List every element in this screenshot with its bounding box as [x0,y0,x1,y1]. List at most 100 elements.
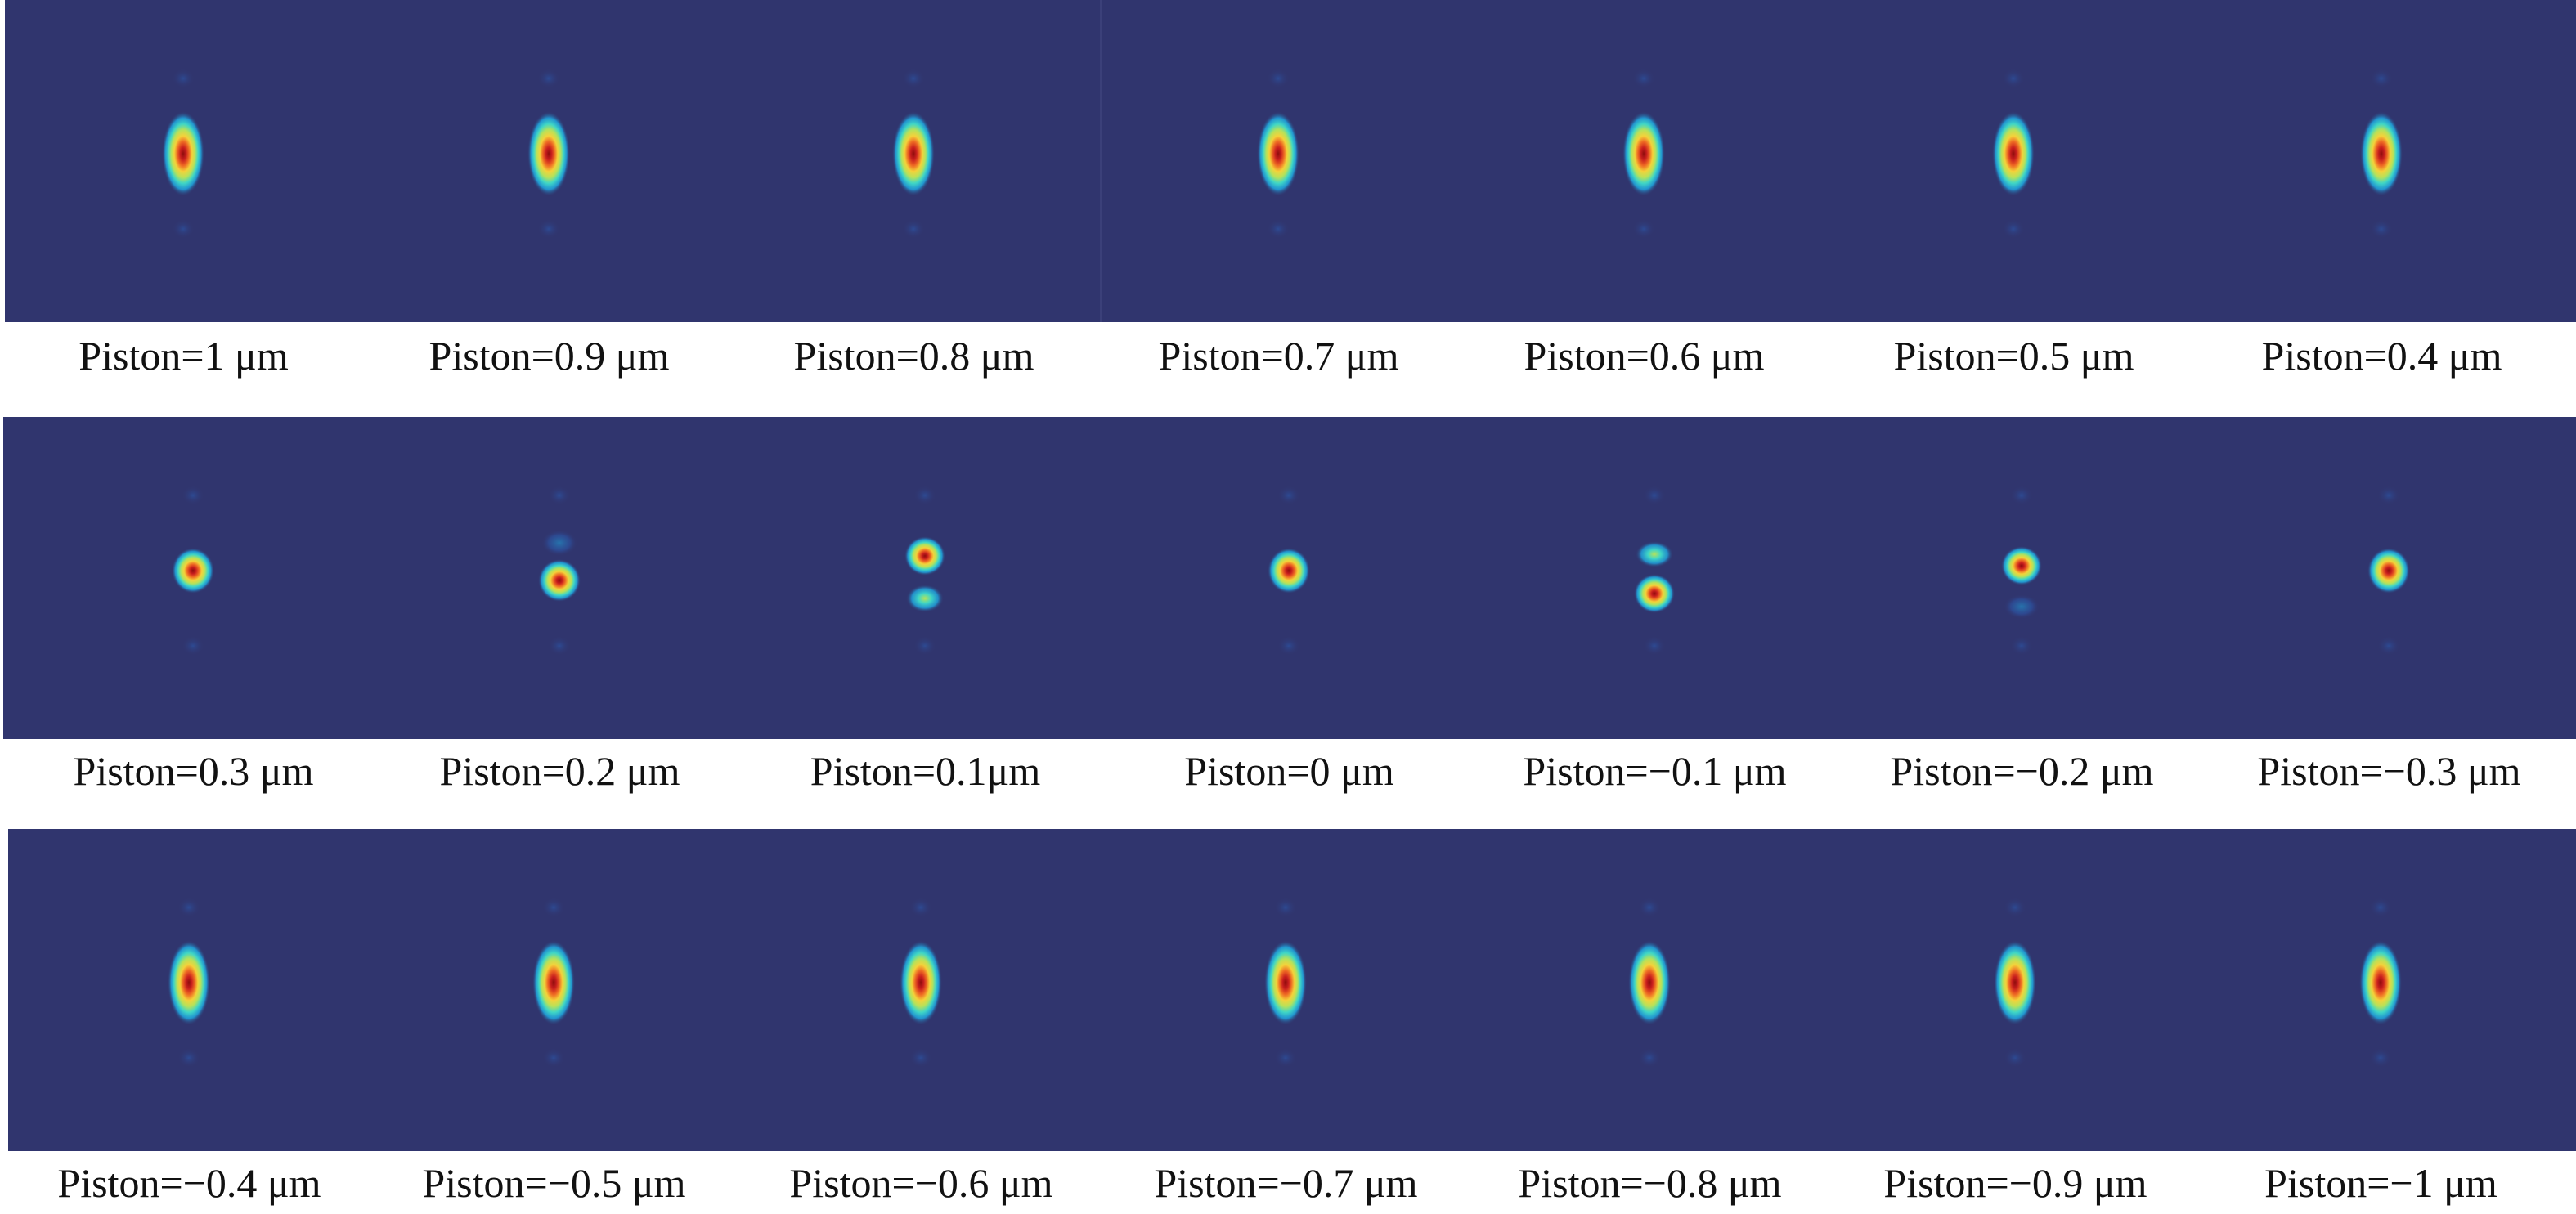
side-lobe [1643,486,1666,505]
psf-panel [366,0,733,322]
psf-panel [370,829,738,1151]
side-lobe [1267,219,1290,239]
psf-main-spot [2367,548,2410,594]
psf-secondary-lobe [906,585,944,612]
psf-intensity-map [1628,898,1671,1068]
side-lobe [2010,636,2033,656]
side-lobe [913,486,936,505]
side-lobe [537,219,560,239]
piston-label: Piston=−0.6 μm [789,1160,1053,1206]
psf-main-spot [1634,574,1675,613]
piston-label: Piston=−0.5 μm [422,1160,686,1206]
piston-label: Piston=0.4 μm [2261,333,2502,379]
psf-panel [2197,829,2565,1151]
psf-secondary-lobe [541,530,577,556]
label-row-2: Piston=0.3 μm Piston=0.2 μm Piston=0.1μm Pi… [0,742,2576,800]
piston-label: Piston=−0.8 μm [1518,1160,1782,1206]
psf-panel [8,829,373,1151]
psf-main-spot [168,940,210,1025]
psf-intensity-map [168,898,210,1068]
side-lobe [1274,1048,1297,1068]
side-lobe [542,1048,565,1068]
side-lobe [2370,69,2393,88]
psf-main-spot [2001,546,2042,585]
piston-label: Piston=0.3 μm [73,748,314,794]
label-row-1: Piston=1 μm Piston=0.9 μm Piston=0.8 μm Pis… [0,327,2576,384]
psf-main-spot [538,559,581,602]
psf-main-spot [900,940,942,1025]
piston-label: Piston=−0.9 μm [1883,1160,2147,1206]
side-lobe [182,636,204,656]
side-lobe [2004,1048,2026,1068]
side-lobe [1277,486,1300,505]
psf-intensity-map [538,486,581,656]
psf-main-spot [1268,548,1310,594]
psf-panel [2198,0,2565,322]
image-row-1 [5,0,2576,322]
psf-main-spot [172,548,214,594]
psf-secondary-lobe [2004,594,2040,619]
psf-panel [738,829,1105,1151]
side-lobe [909,898,932,917]
psf-panel [10,417,377,739]
psf-intensity-map [2360,69,2403,239]
psf-intensity-map [1268,486,1310,656]
side-lobe [1267,69,1290,88]
psf-panel [1832,829,2199,1151]
psf-main-spot [904,536,945,576]
piston-label: Piston=−1 μm [2264,1160,2497,1206]
side-lobe [548,636,571,656]
piston-label: Piston=0.8 μm [793,333,1034,379]
psf-panel [5,0,367,322]
psf-intensity-map [2001,486,2042,656]
psf-intensity-map [904,486,945,656]
psf-intensity-map [1264,898,1307,1068]
psf-panel [1471,417,1838,739]
side-lobe [172,219,195,239]
panel-seam [1100,0,1102,322]
piston-label: Piston=−0.7 μm [1154,1160,1418,1206]
side-lobe [548,486,571,505]
side-lobe [2010,486,2033,505]
side-lobe [1274,898,1297,917]
side-lobe [902,69,925,88]
psf-panel [1095,0,1462,322]
psf-panel [1830,0,2197,322]
psf-intensity-map [1992,69,2035,239]
piston-label: Piston=−0.3 μm [2257,748,2521,794]
psf-main-spot [1264,940,1307,1025]
psf-main-spot [1994,940,2036,1025]
psf-intensity-map [532,898,575,1068]
piston-label: Piston=0.9 μm [429,333,670,379]
psf-intensity-map [1257,69,1299,239]
side-lobe [1638,898,1661,917]
piston-label: Piston=0.6 μm [1524,333,1765,379]
psf-intensity-map [1994,898,2036,1068]
image-row-3 [8,829,2576,1151]
psf-main-spot [1628,940,1671,1025]
psf-panel [742,417,1109,739]
psf-main-spot [162,111,204,196]
psf-intensity-map [2359,898,2402,1068]
side-lobe [2002,69,2025,88]
side-lobe [537,69,560,88]
side-lobe [177,1048,200,1068]
psf-secondary-lobe [1636,541,1673,567]
psf-panel [1461,0,1828,322]
side-lobe [2369,898,2392,917]
side-lobe [1632,219,1655,239]
side-lobe [2004,898,2026,917]
side-lobe [177,898,200,917]
image-row-2 [3,417,2576,739]
piston-label: Piston=1 μm [79,333,289,379]
side-lobe [909,1048,932,1068]
psf-panel [2206,417,2573,739]
side-lobe [2377,486,2400,505]
psf-main-spot [532,940,575,1025]
side-lobe [1643,636,1666,656]
psf-panel [1466,829,1833,1151]
psf-intensity-map [892,69,935,239]
side-lobe [2377,636,2400,656]
psf-intensity-map [1634,486,1675,656]
